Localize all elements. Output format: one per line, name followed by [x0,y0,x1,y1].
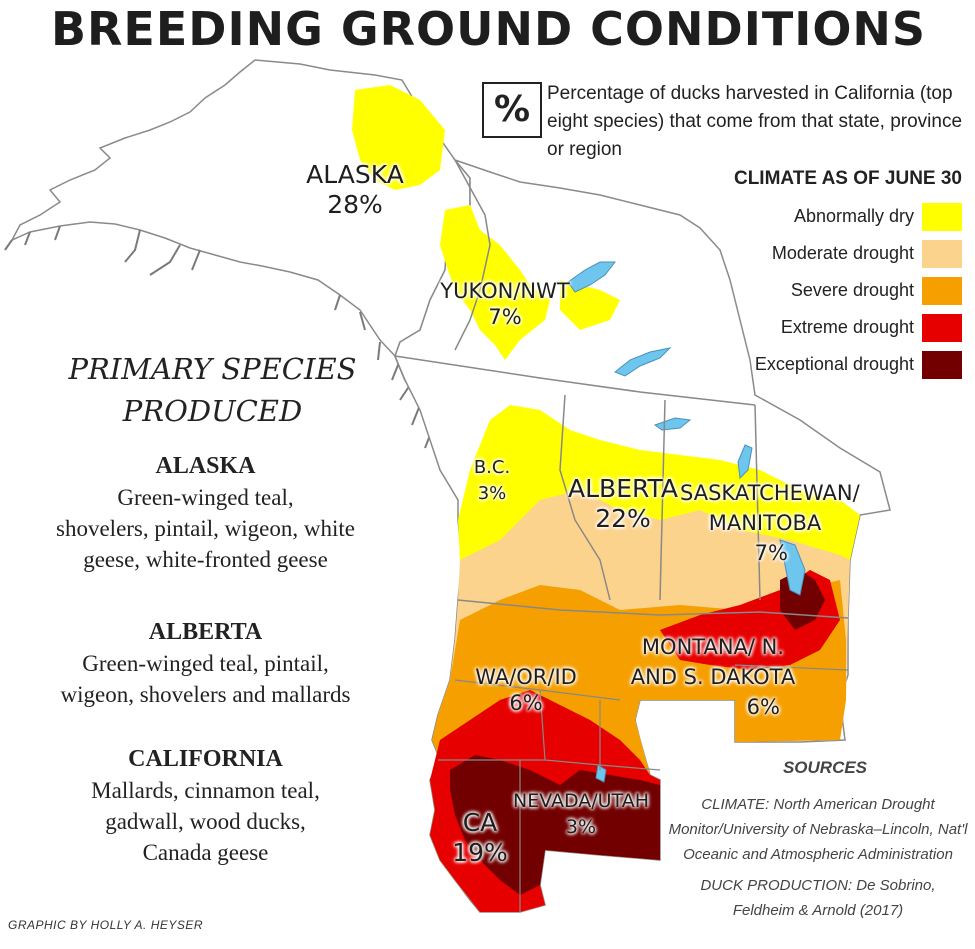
source-duck-production: DUCK PRODUCTION: De Sobrino, Feldheim & … [700,877,936,919]
region-percent: 6% [746,695,780,719]
legend-item: Exceptional drought [620,346,962,383]
region-percent: 3% [565,816,597,838]
page-title: BREEDING GROUND CONDITIONS [50,2,927,56]
region-label-yukon-nwt: YUKON/NWT 7% [440,278,570,330]
great-bear-lake [567,261,617,293]
species-group-california: CALIFORNIA Mallards, cinnamon teal, gadw… [8,743,403,868]
sources: CLIMATE: North American Drought Monitor/… [668,792,968,929]
bc-alberta-border [559,394,611,601]
species-list-line: shovelers, pintail, wigeon, white [56,516,355,541]
legend-label: Moderate drought [771,243,914,263]
species-group-name: CALIFORNIA [128,746,283,772]
region-label-nevada-utah: NEVADA/UTAH 3% [506,788,656,840]
legend-swatch [922,350,962,379]
great-slave-lake [614,347,672,377]
region-name: SASKATCHEWAN/ MANITOBA [680,481,860,535]
species-list-line: Green-winged teal, [117,485,294,510]
legend-swatch [922,276,962,305]
species-list-line: geese, white-fronted geese [83,547,328,572]
legend-item: Moderate drought [620,235,962,272]
percent-description: Percentage of ducks harvested in Califor… [547,83,963,160]
region-label-montana-dakota: MONTANA/ N. AND S. DAKOTA 6% [628,632,798,722]
species-heading-line: PRIMARY SPECIES [68,352,357,386]
species-group-alberta: ALBERTA Green-winged teal, pintail, wige… [8,616,403,710]
ab-sk-border [659,399,666,601]
legend-item: Abnormally dry [620,198,962,235]
legend-swatch [922,313,962,342]
legend-item: Extreme drought [620,309,962,346]
coastline-islands [4,225,447,471]
legend-label: Extreme drought [780,317,914,337]
region-label-saskatchewan-manitoba: SASKATCHEWAN/ MANITOBA 7% [680,478,860,568]
species-heading-line: PRODUCED [122,394,303,428]
species-list-line: wigeon, shovelers and mallards [60,682,351,707]
region-name: YUKON/NWT [440,279,570,303]
abnormally-dry-yukon [440,205,550,360]
sources-title: SOURCES [782,758,868,777]
legend-item: Severe drought [620,272,962,309]
percent-symbol-box: % [482,82,542,138]
great-salt-lake [595,764,607,783]
region-name: MONTANA/ N. AND S. DAKOTA [630,635,796,689]
species-heading: PRIMARY SPECIES PRODUCED [20,348,405,432]
sk-mb-border [754,404,761,601]
region-label-bc: B.C. 3% [462,455,522,507]
region-label-alaska: ALASKA 28% [300,160,410,220]
species-list-line: Green-winged teal, pintail, [82,651,329,676]
region-percent: 22% [595,504,651,533]
legend-label: Exceptional drought [754,354,914,374]
region-name: ALBERTA [568,474,678,503]
region-percent: 19% [452,838,508,867]
region-name: B.C. [473,457,511,478]
alaska-border [454,159,491,351]
us-state-borders [438,664,849,912]
region-percent: 28% [327,190,383,219]
species-group-name: ALASKA [155,453,256,479]
us-canada-border [457,599,849,619]
species-group-alaska: ALASKA Green-winged teal, shovelers, pin… [8,450,403,575]
legend-title: CLIMATE AS OF JUNE 30 [733,168,962,189]
yukon-nwt-border [394,355,756,406]
species-list-line: gadwall, wood ducks, [105,809,306,834]
region-percent: 6% [509,691,543,715]
region-label-wa-or-id: WA/OR/ID 6% [466,664,586,716]
region-name: ALASKA [306,160,404,189]
region-label-ca: CA 19% [440,808,520,868]
region-name: WA/OR/ID [475,665,577,689]
region-percent: 3% [477,483,507,504]
legend-label: Severe drought [790,280,914,300]
region-name: CA [462,808,498,837]
source-climate: CLIMATE: North American Drought Monitor/… [668,796,968,863]
lake-winnipeg [779,539,806,596]
species-list-line: Mallards, cinnamon teal, [91,778,320,803]
exceptional-drought [450,755,660,895]
region-percent: 7% [754,541,788,565]
reindeer-lake [737,444,753,480]
species-group-name: ALBERTA [148,619,263,645]
region-label-alberta: ALBERTA 22% [548,474,698,534]
legend-swatch [922,239,962,268]
graphic-credit: GRAPHIC BY HOLLY A. HEYSER [8,918,204,932]
legend-label: Abnormally dry [793,206,914,226]
region-percent: 7% [488,305,522,329]
legend-swatch [922,202,962,231]
species-list-line: Canada geese [142,840,269,865]
abnormally-dry-alaska [352,85,445,190]
region-name: NEVADA/UTAH [512,790,649,812]
legend: Abnormally dry Moderate drought Severe d… [620,198,962,383]
